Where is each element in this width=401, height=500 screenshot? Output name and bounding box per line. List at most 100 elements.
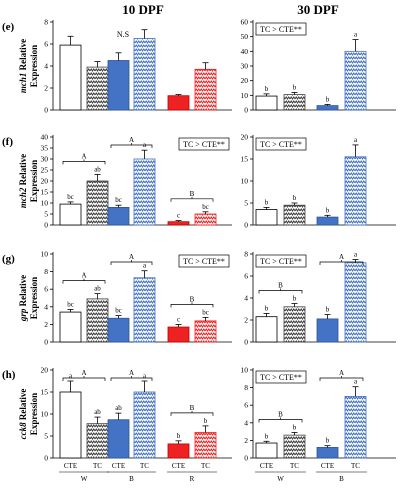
bar-b-cte xyxy=(107,206,130,226)
bar-w-cte xyxy=(59,391,82,459)
group-bracket xyxy=(170,412,214,416)
bar-r-cte xyxy=(167,326,190,343)
bracket-label: B xyxy=(190,295,195,303)
y-tick-label: 20 xyxy=(41,366,49,375)
significance-text: TC > CTE** xyxy=(260,257,302,266)
y-tick-label: 0 xyxy=(44,106,48,115)
significance-text: TC > CTE** xyxy=(183,257,225,266)
y-tick-label: 30 xyxy=(241,62,249,71)
significance-letter: a xyxy=(354,378,358,386)
y-tick-label: 2 xyxy=(44,320,48,329)
y-tick-label: 6 xyxy=(244,401,248,410)
bar-b-tc xyxy=(344,50,367,111)
y-tick-label: 4 xyxy=(44,302,48,311)
y-tick-label: 20 xyxy=(241,76,249,85)
significance-letter: b xyxy=(293,423,297,431)
bracket-label: A xyxy=(129,369,134,377)
significance-letter: bc xyxy=(202,308,209,316)
bar-w-cte xyxy=(255,442,278,459)
y-tick-label: 10 xyxy=(41,199,49,208)
bar-w-cte xyxy=(255,95,278,111)
bar-b-cte xyxy=(316,447,339,459)
gene-name: mch1 xyxy=(18,70,28,93)
y-tick-label: 20 xyxy=(241,133,249,142)
y-axis-label-text: Relative xyxy=(18,39,28,71)
significance-letter: bc xyxy=(67,300,74,308)
bar-b-cte xyxy=(107,60,130,111)
significance-letter: b xyxy=(326,206,330,214)
y-tick-label: 5 xyxy=(244,199,248,208)
y-tick-label: 0 xyxy=(44,338,48,347)
significance-letter: a xyxy=(143,372,147,380)
significance-letter: b xyxy=(265,432,269,440)
significance-letter: b xyxy=(326,306,330,314)
significance-text: TC > CTE** xyxy=(183,140,225,149)
x-bar-label: TC xyxy=(201,462,210,470)
significance-letter: bc xyxy=(115,307,122,315)
y-tick-label: 8 xyxy=(44,267,48,276)
y-tick-label: 0 xyxy=(44,221,48,230)
bar-w-cte xyxy=(59,44,82,111)
bar-r-tc xyxy=(194,320,217,343)
bracket-label: A xyxy=(339,369,344,377)
panel-label: (e) xyxy=(2,21,15,33)
significance-letter: b xyxy=(265,304,269,312)
bar-b-tc xyxy=(344,262,367,343)
bar-w-tc xyxy=(86,180,109,226)
significance-letter: b xyxy=(293,194,297,202)
x-bar-label: TC xyxy=(93,462,102,470)
panel-label: (h) xyxy=(2,369,16,381)
bracket-label: A xyxy=(129,253,134,261)
bar-w-tc xyxy=(283,94,306,111)
bar-b-tc xyxy=(344,395,367,459)
y-axis-label-line2: Expression xyxy=(29,160,39,202)
y-tick-label: 15 xyxy=(41,188,49,197)
group-bracket xyxy=(62,161,106,165)
y-tick-label: 0 xyxy=(244,106,248,115)
x-bar-label: CTE xyxy=(172,462,185,470)
y-tick-label: 8 xyxy=(44,18,48,27)
bar-w-tc xyxy=(283,434,306,459)
panel-g-right: 0 2 4 6 8 b b b a B A TC > CTE** xyxy=(244,250,396,347)
x-group-label: B xyxy=(129,475,134,483)
gene-name: grp xyxy=(18,306,28,322)
y-tick-label: 8 xyxy=(244,250,248,259)
y-tick-label: 15 xyxy=(41,388,49,397)
bracket-label: B xyxy=(190,404,195,412)
significance-text: TC > CTE** xyxy=(260,140,302,149)
bar-w-tc xyxy=(86,298,109,343)
bar-b-tc xyxy=(133,391,156,459)
y-tick-label: 10 xyxy=(241,366,249,375)
significance-letter: c xyxy=(177,212,180,220)
group-bracket xyxy=(170,198,214,202)
bar-w-tc xyxy=(86,66,109,111)
x-group-label: R xyxy=(190,475,195,483)
panel-label: (g) xyxy=(2,253,15,265)
significance-letter: bc xyxy=(115,196,122,204)
bar-w-tc xyxy=(283,204,306,226)
bar-b-cte xyxy=(316,216,339,226)
bar-w-cte xyxy=(255,316,278,343)
bar-r-cte xyxy=(167,95,190,111)
significance-letter: b xyxy=(265,85,269,93)
bracket-label: A xyxy=(129,136,134,144)
panel-f-left: 0 5 10 15 20 25 30 35 40 (f) mch2 Relative Expressi… xyxy=(2,133,232,230)
bar-r-cte xyxy=(167,443,190,459)
x-bar-label: CTE xyxy=(321,462,334,470)
x-bar-label: CTE xyxy=(64,462,77,470)
bar-w-cte xyxy=(59,203,82,226)
x-bar-label: TC xyxy=(140,462,149,470)
bar-w-tc xyxy=(283,306,306,343)
x-bar-label: TC xyxy=(351,462,360,470)
bar-w-tc xyxy=(86,423,109,459)
significance-letter: a xyxy=(354,31,358,39)
y-axis-label-line2: Expression xyxy=(29,277,39,319)
y-tick-label: 10 xyxy=(41,250,49,259)
bar-r-cte xyxy=(167,221,190,226)
bar-b-tc xyxy=(133,277,156,343)
significance-letter: ab xyxy=(94,285,101,293)
